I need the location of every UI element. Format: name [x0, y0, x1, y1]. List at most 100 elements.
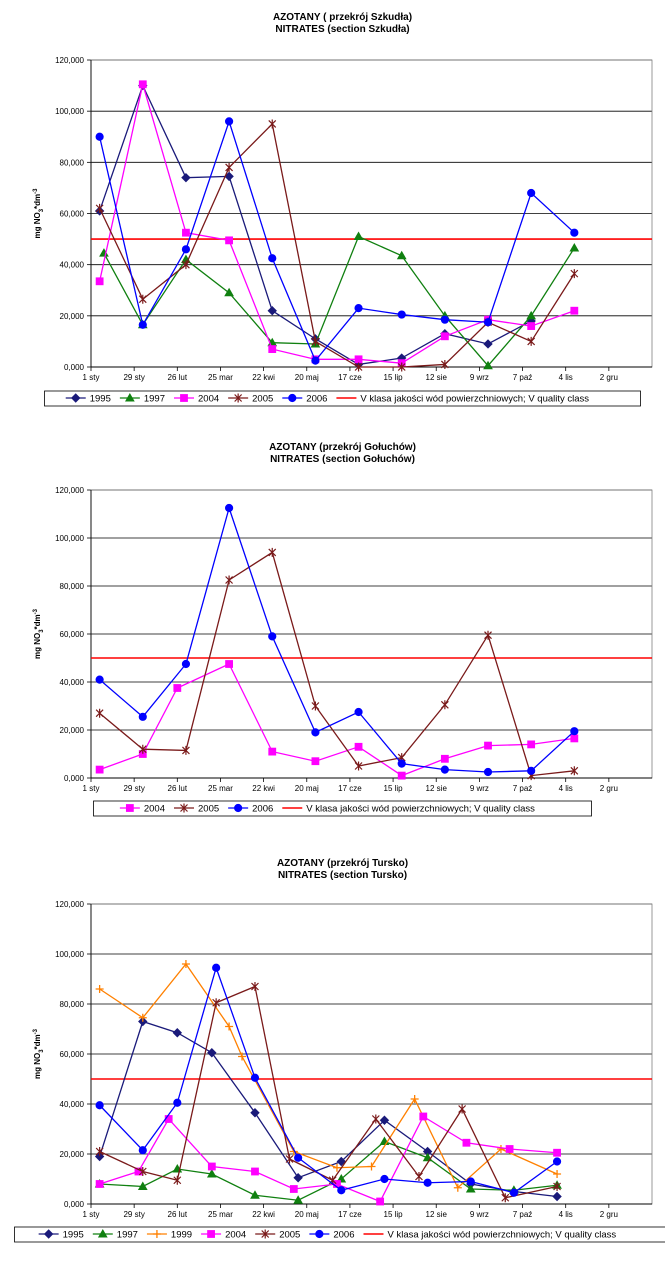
- legend-label: 1997: [117, 1230, 138, 1241]
- chart-goluchow-svg: AZOTANY (przekrój Gołuchów)NITRATES (sec…: [33, 442, 653, 817]
- data-point-2005: [570, 766, 579, 776]
- data-point-1997: [353, 231, 364, 241]
- data-point-1999: [453, 1183, 462, 1192]
- data-point-2006: [466, 1177, 475, 1186]
- y-tick-label: 120,000: [55, 486, 84, 495]
- series-line-1995: [99, 83, 532, 366]
- x-tick-label: 4 lis: [559, 1210, 573, 1219]
- data-point-2005: [371, 1114, 380, 1124]
- data-point-2006: [440, 315, 449, 324]
- legend-label: V klasa jakości wód powierzchniowych; V …: [387, 1230, 616, 1241]
- data-point-2005: [212, 998, 221, 1008]
- data-point-2006: [294, 1153, 303, 1162]
- legend-marker: [180, 803, 188, 813]
- legend-marker: [97, 1228, 108, 1238]
- data-point-2006: [224, 503, 234, 513]
- data-point-2005: [95, 708, 104, 718]
- legend-box: [93, 800, 592, 817]
- legend: 2004 2005 2006 V klasa jakości wód powierzc…: [93, 800, 592, 817]
- series-line-1997: [99, 1140, 558, 1201]
- data-point-1995: [552, 1191, 562, 1202]
- data-point-2006: [311, 728, 320, 737]
- data-point-2006: [440, 765, 449, 774]
- y-tick-label: 120,000: [55, 56, 84, 65]
- data-point-2005: [354, 362, 363, 372]
- data-point-1997: [293, 1195, 304, 1204]
- series-2006: [95, 503, 579, 777]
- data-point-2006: [138, 1146, 147, 1155]
- y-tick-label: 40,000: [60, 678, 85, 687]
- y-axis-label: mg NO3*dm-3: [33, 188, 45, 239]
- data-point-2005: [570, 269, 579, 279]
- x-tick-label: 9 wrz: [470, 373, 489, 382]
- legend-marker: [125, 804, 134, 812]
- data-point-2005: [501, 1193, 510, 1203]
- data-point-2006: [268, 632, 277, 641]
- data-point-2004: [289, 1185, 298, 1193]
- legend-label: 2004: [225, 1230, 246, 1241]
- data-point-2005: [458, 1104, 467, 1114]
- chart-title: AZOTANY (przekrój Gołuchów): [269, 442, 416, 453]
- series-line-2004: [99, 1115, 558, 1203]
- legend-marker: [43, 1229, 54, 1239]
- series-line-2005: [99, 985, 558, 1199]
- data-point-2004: [173, 684, 182, 692]
- data-point-2006: [138, 712, 147, 721]
- chart-szkudla-svg: AZOTANY ( przekrój Szkudła)NITRATES (sec…: [33, 12, 653, 407]
- chart-tursko-svg: AZOTANY (przekrój Tursko)NITRATES (secti…: [14, 858, 665, 1243]
- x-tick-label: 17 cze: [338, 784, 362, 793]
- x-tick-label: 9 wrz: [470, 784, 489, 793]
- legend-marker: [152, 1230, 161, 1238]
- data-point-2004: [440, 754, 449, 763]
- data-point-1997: [396, 250, 407, 260]
- legend-label: 2006: [333, 1230, 354, 1241]
- data-point-2004: [419, 1112, 428, 1121]
- data-point-2005: [251, 982, 259, 991]
- x-tick-label: 26 lut: [168, 373, 188, 382]
- data-point-2006: [181, 659, 191, 669]
- y-tick-label: 20,000: [60, 312, 85, 321]
- data-point-2004: [95, 765, 104, 774]
- data-point-1999: [138, 1013, 147, 1022]
- legend-marker: [207, 1230, 215, 1238]
- series-1995: [94, 80, 536, 370]
- x-tick-label: 20 maj: [295, 1210, 319, 1219]
- data-point-1999: [553, 1170, 562, 1178]
- legend-label: 2006: [306, 394, 327, 405]
- data-point-1997: [206, 1168, 217, 1178]
- data-point-1999: [225, 1022, 234, 1031]
- chart-subtitle: NITRATES (section Gołuchów): [270, 454, 415, 465]
- chart-tursko: AZOTANY (przekrój Tursko) NITRATES (secti…: [0, 852, 665, 1287]
- series-2006: [95, 963, 562, 1197]
- data-point-2005: [440, 700, 449, 710]
- data-point-2006: [224, 117, 234, 126]
- series-line-1995: [99, 1020, 558, 1198]
- series-1997: [99, 231, 580, 370]
- x-tick-label: 22 kwi: [252, 784, 275, 793]
- y-tick-label: 0,000: [64, 774, 85, 783]
- series-1995: [94, 1016, 562, 1202]
- data-point-1997: [137, 1181, 148, 1190]
- data-point-2005: [484, 630, 492, 640]
- data-point-1999: [496, 1145, 505, 1153]
- data-point-2006: [173, 1098, 182, 1107]
- data-point-2006: [397, 310, 406, 319]
- x-tick-label: 7 paź: [513, 373, 533, 382]
- data-point-2004: [440, 332, 449, 341]
- data-point-1995: [224, 171, 234, 182]
- legend-marker: [71, 393, 81, 403]
- data-point-1997: [483, 360, 493, 370]
- data-point-2005: [138, 1167, 147, 1176]
- data-point-2006: [212, 963, 221, 972]
- data-point-2004: [268, 345, 277, 353]
- x-tick-label: 12 sie: [426, 1210, 448, 1219]
- series-line-2004: [99, 663, 575, 777]
- y-axis-label: mg NO3*dm-3: [33, 608, 45, 659]
- x-tick-label: 29 sty: [123, 1210, 144, 1219]
- data-point-2005: [268, 119, 277, 129]
- data-point-2004: [225, 660, 233, 668]
- x-tick-label: 1 sty: [83, 784, 100, 793]
- x-tick-label: 2 gru: [600, 1210, 618, 1219]
- chart-subtitle: NITRATES (section Szkudła): [275, 24, 409, 35]
- x-tick-label: 15 lip: [384, 1210, 404, 1219]
